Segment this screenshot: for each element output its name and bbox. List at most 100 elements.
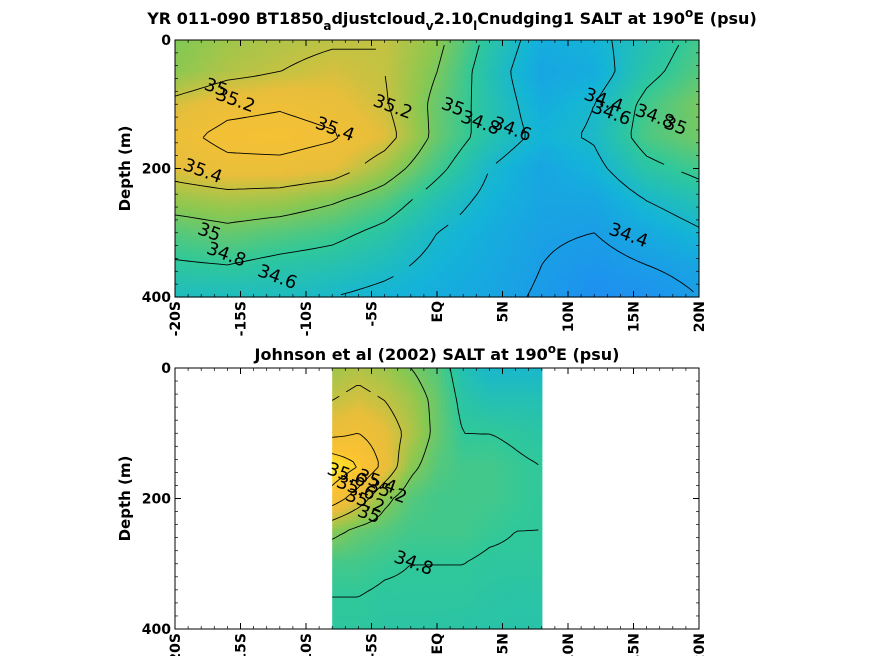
heatmap-cell xyxy=(567,52,572,57)
heatmap-cell xyxy=(179,84,184,89)
heatmap-cell xyxy=(543,68,548,73)
heatmap-cell xyxy=(259,116,264,121)
heatmap-cell xyxy=(547,76,552,81)
heatmap-cell xyxy=(603,44,608,49)
heatmap-cell xyxy=(683,184,688,190)
heatmap-cell xyxy=(323,44,328,49)
heatmap-cell xyxy=(339,148,344,154)
heatmap-cell xyxy=(367,148,372,154)
heatmap-cell xyxy=(367,168,372,174)
heatmap-cell xyxy=(603,128,608,133)
heatmap-cell xyxy=(459,40,464,45)
heatmap-cell xyxy=(199,140,204,146)
heatmap-cell xyxy=(227,116,232,121)
heatmap-cell xyxy=(283,148,288,154)
heatmap-cell xyxy=(183,80,188,85)
heatmap-cell xyxy=(603,56,608,61)
heatmap-cell xyxy=(367,128,372,133)
heatmap-cell xyxy=(399,84,404,89)
heatmap-cell xyxy=(235,104,240,109)
heatmap-cell xyxy=(671,48,676,53)
heatmap-cell xyxy=(391,84,396,89)
heatmap-cell xyxy=(591,152,596,158)
heatmap-cell xyxy=(527,112,532,117)
heatmap-cell xyxy=(343,176,348,182)
heatmap-cell xyxy=(547,160,552,166)
heatmap-cell xyxy=(387,92,392,97)
heatmap-cell xyxy=(667,92,672,97)
heatmap-cell xyxy=(531,144,536,150)
heatmap-cell xyxy=(555,128,560,133)
heatmap-cell xyxy=(275,68,280,73)
heatmap-cell xyxy=(247,176,252,182)
heatmap-cell xyxy=(375,96,380,101)
heatmap-cell xyxy=(663,52,668,57)
heatmap-cell xyxy=(231,108,236,113)
heatmap-cell xyxy=(423,148,428,154)
heatmap-cell xyxy=(367,176,372,182)
heatmap-cell xyxy=(547,48,552,53)
heatmap-cell xyxy=(511,120,516,125)
heatmap-cell xyxy=(407,48,412,53)
heatmap-cell xyxy=(311,76,316,81)
heatmap-cell xyxy=(559,60,564,65)
heatmap-cell xyxy=(331,48,336,53)
heatmap-cell xyxy=(667,176,672,182)
heatmap-cell xyxy=(223,60,228,65)
heatmap-cell xyxy=(575,116,580,121)
heatmap-cell xyxy=(611,156,616,162)
heatmap-cell xyxy=(647,108,652,113)
heatmap-cell xyxy=(323,48,328,53)
heatmap-cell xyxy=(643,76,648,81)
heatmap-cell xyxy=(555,92,560,97)
heatmap-cell xyxy=(311,164,316,170)
heatmap-cell xyxy=(487,156,492,162)
heatmap-cell xyxy=(303,152,308,158)
heatmap-cell xyxy=(491,160,496,166)
heatmap-cell xyxy=(475,152,480,158)
heatmap-cell xyxy=(227,92,232,97)
heatmap-cell xyxy=(175,96,180,101)
heatmap-cell xyxy=(551,184,556,190)
heatmap-cell xyxy=(187,56,192,61)
heatmap-cell xyxy=(279,176,284,182)
heatmap-cell xyxy=(211,84,216,89)
heatmap-cell xyxy=(227,80,232,85)
heatmap-cell xyxy=(399,116,404,121)
heatmap-cell xyxy=(343,88,348,93)
heatmap-cell xyxy=(563,128,568,133)
heatmap-cell xyxy=(299,104,304,109)
heatmap-cell xyxy=(291,128,296,133)
heatmap-cell xyxy=(331,120,336,125)
heatmap-cell xyxy=(683,40,688,45)
heatmap-cell xyxy=(515,112,520,117)
heatmap-cell xyxy=(627,108,632,113)
heatmap-cell xyxy=(559,52,564,57)
heatmap-cell xyxy=(183,188,188,194)
heatmap-cell xyxy=(275,108,280,113)
heatmap-cell xyxy=(395,184,400,190)
heatmap-cell xyxy=(643,96,648,101)
heatmap-cell xyxy=(659,176,664,182)
heatmap-cell xyxy=(287,96,292,101)
heatmap-cell xyxy=(619,60,624,65)
heatmap-cell xyxy=(335,48,340,53)
heatmap-cell xyxy=(491,184,496,190)
heatmap-cell xyxy=(471,140,476,146)
heatmap-cell xyxy=(391,92,396,97)
heatmap-cell xyxy=(471,164,476,170)
heatmap-cell xyxy=(479,80,484,85)
heatmap-cell xyxy=(547,132,552,137)
model-salinity-panel: YR 011-090 BT1850adjustcloudv2.10lCnudgi… xyxy=(116,6,757,336)
heatmap-cell xyxy=(467,180,472,186)
heatmap-cell xyxy=(671,132,676,137)
heatmap-cell xyxy=(347,120,352,125)
heatmap-cell xyxy=(231,72,236,77)
heatmap-cell xyxy=(675,104,680,109)
heatmap-cell xyxy=(451,116,456,121)
heatmap-cell xyxy=(467,156,472,162)
heatmap-cell xyxy=(655,124,660,129)
heatmap-cell xyxy=(539,48,544,53)
heatmap-cell xyxy=(355,104,360,109)
heatmap-cell xyxy=(411,40,416,45)
